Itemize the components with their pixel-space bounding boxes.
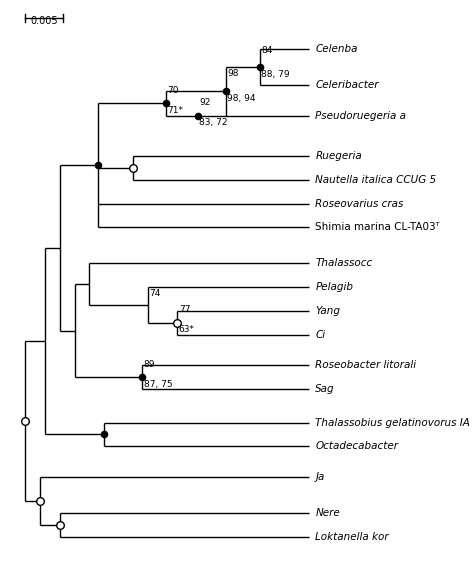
Text: Nere: Nere	[315, 508, 340, 518]
Text: Celeribacter: Celeribacter	[315, 80, 379, 90]
Text: Pseudoruegeria a: Pseudoruegeria a	[315, 111, 406, 121]
Text: 84: 84	[261, 46, 273, 55]
Text: Shimia marina CL-TA03ᵀ: Shimia marina CL-TA03ᵀ	[315, 223, 440, 233]
Text: Roseovarius cras: Roseovarius cras	[315, 198, 404, 209]
Text: Ruegeria: Ruegeria	[315, 151, 362, 161]
Text: 71*: 71*	[167, 106, 183, 115]
Text: 0.005: 0.005	[30, 16, 58, 26]
Text: Octadecabacter: Octadecabacter	[315, 441, 398, 451]
Text: Celenba: Celenba	[315, 44, 358, 54]
Text: 89: 89	[144, 360, 155, 369]
Text: 87, 75: 87, 75	[144, 380, 172, 389]
Text: 83, 72: 83, 72	[200, 118, 228, 127]
Text: Yang: Yang	[315, 306, 340, 316]
Text: Nautella italica CCUG 5: Nautella italica CCUG 5	[315, 175, 437, 185]
Text: 63*: 63*	[179, 325, 195, 334]
Text: 92: 92	[200, 98, 211, 107]
Text: 74: 74	[149, 289, 161, 298]
Text: 98: 98	[227, 69, 239, 78]
Text: 88, 79: 88, 79	[261, 70, 290, 79]
Text: Thalassocc: Thalassocc	[315, 258, 373, 268]
Text: Loktanella kor: Loktanella kor	[315, 532, 389, 542]
Text: 70: 70	[167, 86, 179, 95]
Text: Thalassobius gelatinovorus IA: Thalassobius gelatinovorus IA	[315, 418, 470, 428]
Text: Ja: Ja	[315, 472, 325, 482]
Text: Roseobacter litorali: Roseobacter litorali	[315, 360, 416, 370]
Text: 98, 94: 98, 94	[227, 94, 256, 103]
Text: Pelagib: Pelagib	[315, 282, 353, 292]
Text: Sag: Sag	[315, 384, 335, 395]
Text: Ci: Ci	[315, 329, 325, 339]
Text: 77: 77	[179, 305, 191, 314]
